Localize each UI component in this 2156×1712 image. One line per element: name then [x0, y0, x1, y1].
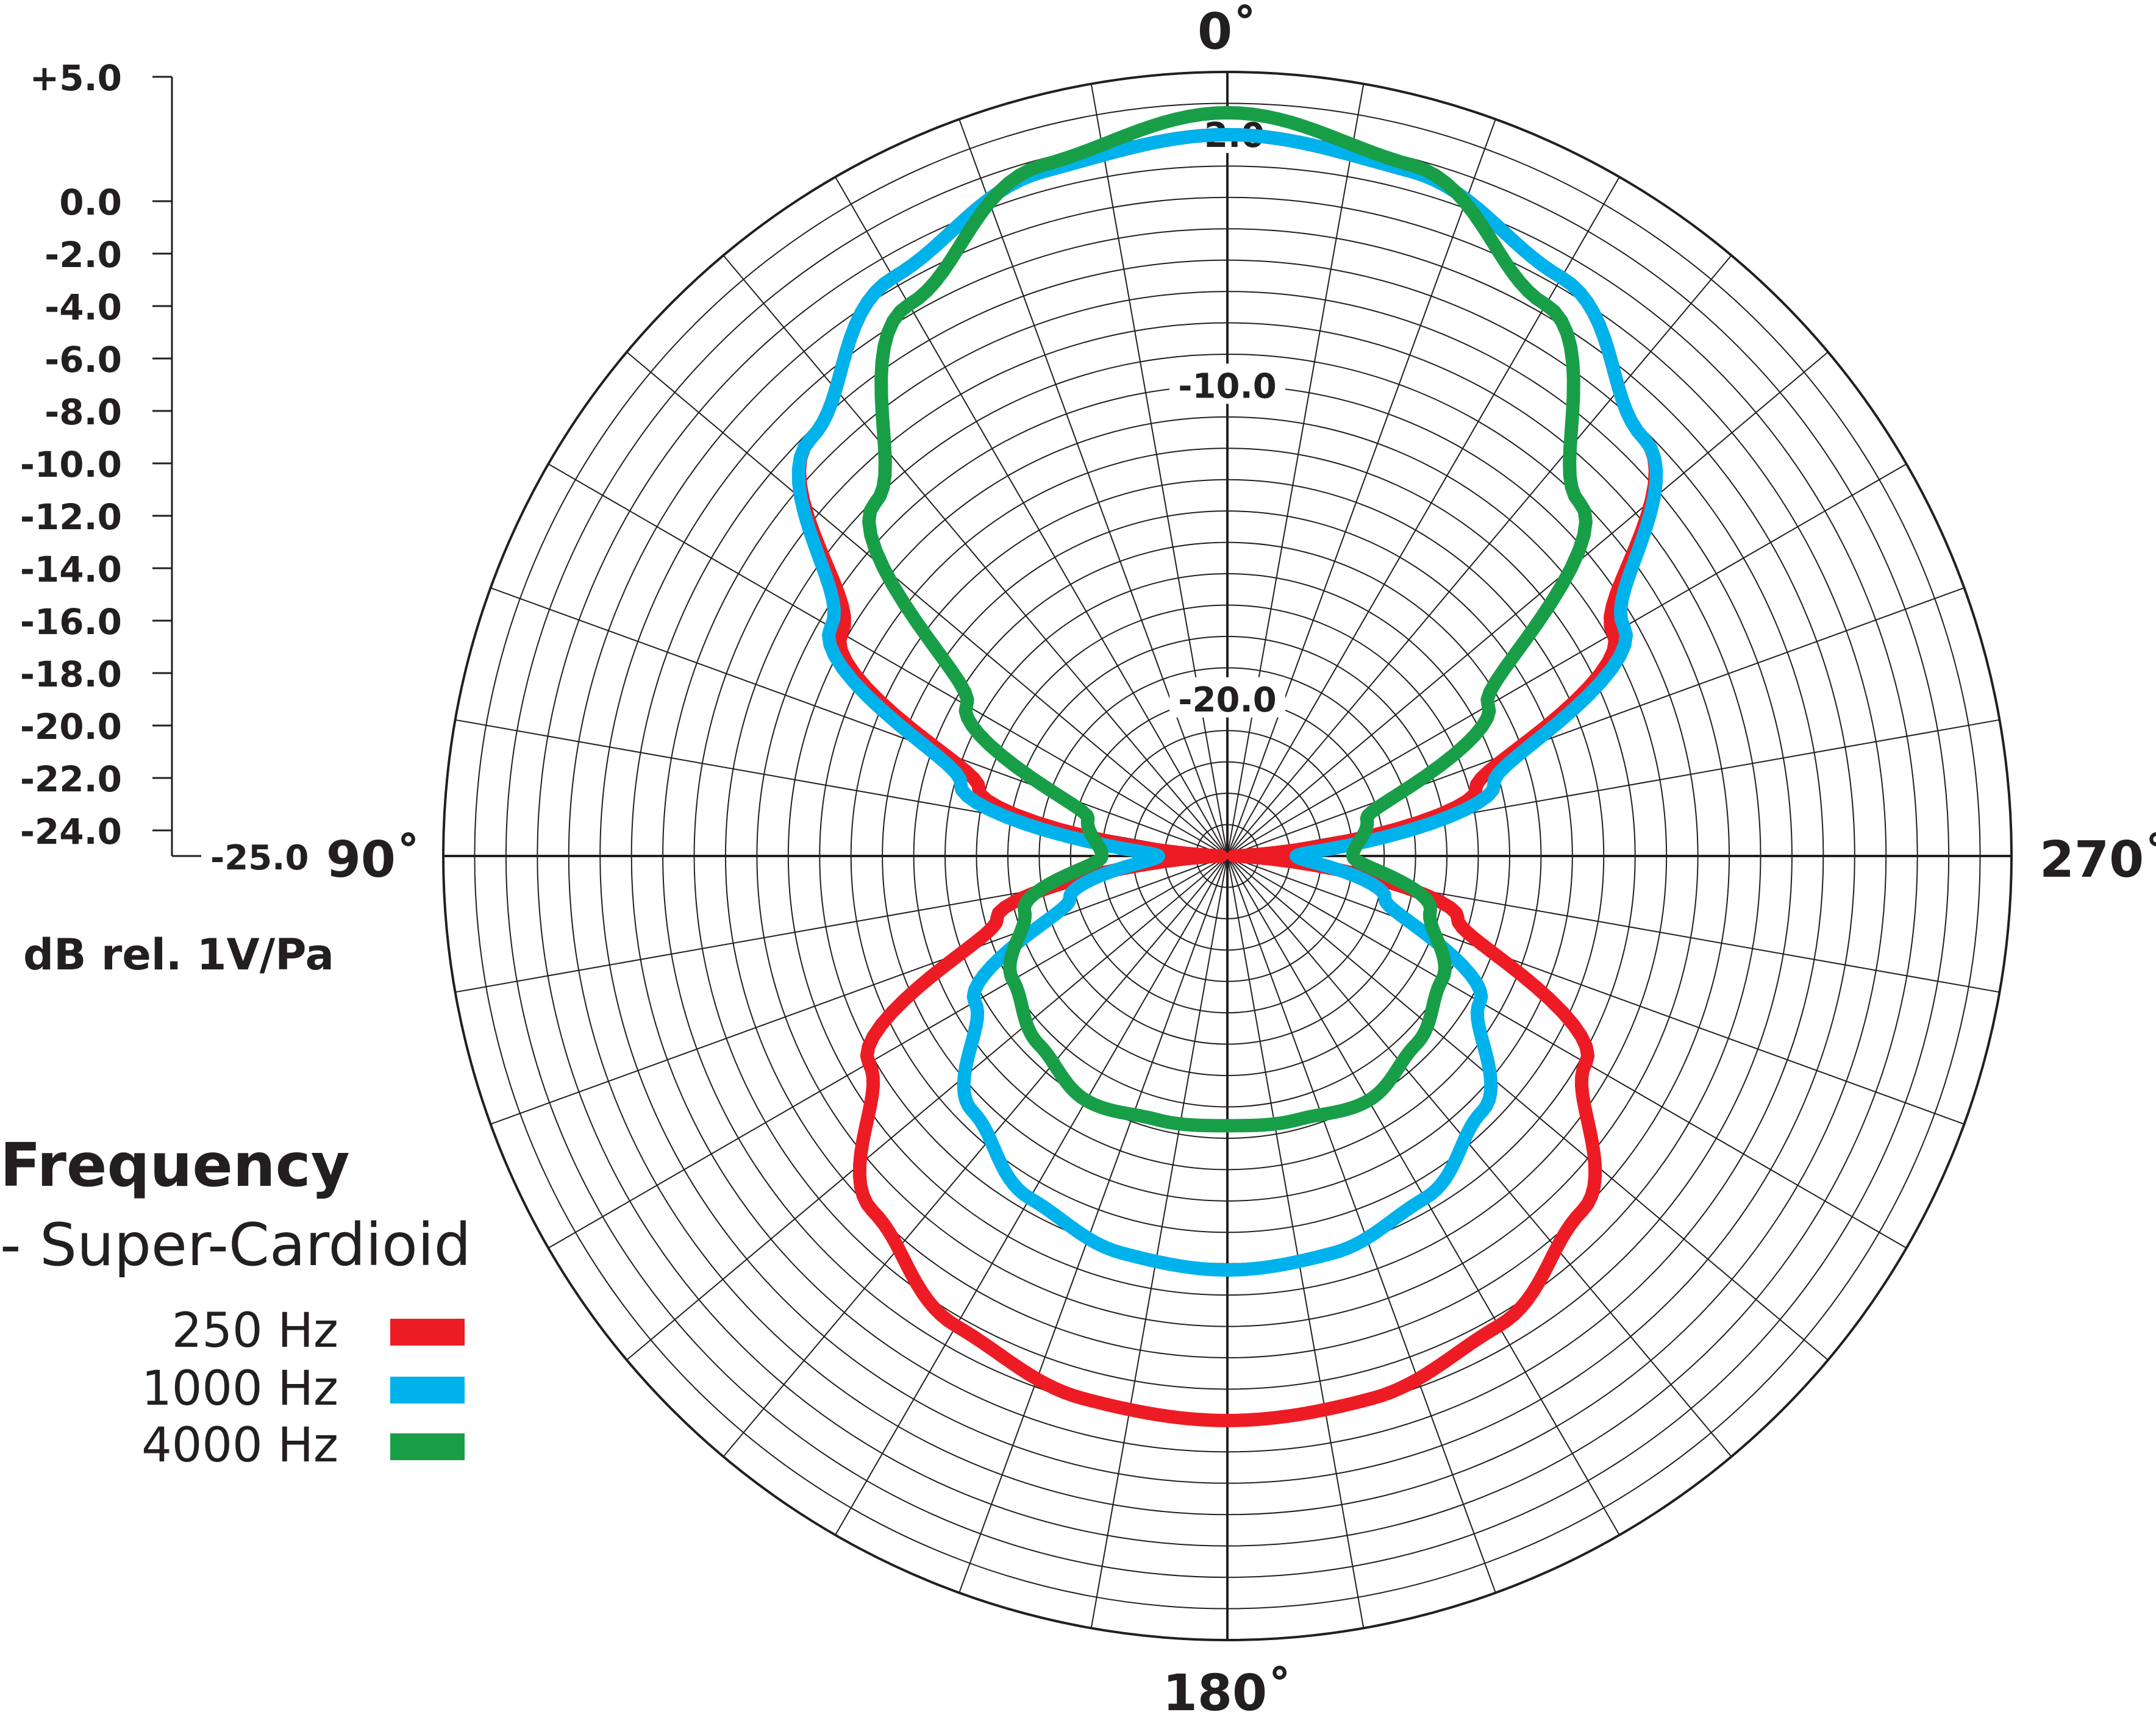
- grid-spoke: [1227, 587, 1965, 857]
- ring-label: -20.0: [1178, 680, 1276, 720]
- scale-tick-label: +5.0: [30, 57, 122, 99]
- chart-subtitle: - Super-Cardioid: [0, 1211, 471, 1279]
- scale-tick-label: -8.0: [45, 391, 122, 433]
- grid-spoke: [490, 587, 1228, 857]
- scale-tick-label: -6.0: [45, 339, 122, 380]
- angle-label-270: 270˚: [2040, 831, 2156, 889]
- grid-spoke: [1227, 119, 1496, 857]
- series-curves: [791, 105, 1663, 1427]
- grid-spoke: [958, 119, 1228, 857]
- legend-label: 250 Hz: [172, 1304, 338, 1358]
- series-curve-4000-hz: [862, 105, 1593, 1133]
- ring-label: -10.0: [1178, 366, 1276, 406]
- grid-spoke: [1227, 176, 1620, 857]
- db-scale: +5.0 0.0 -2.0 -4.0 -6.0 -8.0 -10.0 -12.0 -14.0 -1…: [20, 57, 309, 878]
- angle-label-180: 180˚: [1163, 1664, 1292, 1712]
- legend-swatch: [390, 1377, 465, 1403]
- grid-spoke: [1090, 84, 1228, 857]
- grid-spoke: [1227, 855, 1965, 1125]
- ring-label-bg: [1169, 363, 1285, 404]
- legend-swatch: [390, 1433, 465, 1460]
- grid-spoke: [1227, 255, 1732, 857]
- angle-label-90: 90˚: [326, 831, 421, 889]
- polar-grid: -2.0-10.0-20.0: [442, 71, 2013, 1641]
- grid-spoke: [548, 855, 1228, 1249]
- grid-spoke: [1227, 855, 1732, 1457]
- series-curve-250-hz: [793, 127, 1662, 1427]
- grid-spoke: [1227, 855, 1829, 1361]
- chart-labels: 0˚ 90˚ 180˚ 270˚ dB rel. 1V/Pa Frequency…: [0, 3, 2156, 1712]
- scale-tick-label: -22.0: [20, 758, 122, 800]
- legend-label: 4000 Hz: [141, 1418, 338, 1473]
- legend-label: 1000 Hz: [141, 1361, 338, 1416]
- grid-spoke: [1090, 855, 1228, 1628]
- scale-tick-label: -12.0: [20, 496, 122, 538]
- scale-tick-label: -10.0: [20, 444, 122, 485]
- grid-spoke: [1227, 855, 1365, 1628]
- chart-title: Frequency: [0, 1131, 350, 1200]
- angle-label-0: 0˚: [1198, 3, 1257, 61]
- scale-tick-label: -4.0: [45, 287, 122, 328]
- legend-swatch: [390, 1319, 465, 1346]
- grid-spoke: [548, 463, 1228, 857]
- grid-spoke: [1227, 351, 1829, 857]
- scale-tick-label: -2.0: [45, 234, 122, 276]
- scale-tick-label: -20.0: [20, 706, 122, 747]
- grid-spoke: [490, 855, 1228, 1125]
- grid-spoke: [1227, 84, 1365, 857]
- scale-tick-label: -16.0: [20, 601, 122, 643]
- scale-tick-label: -25.0: [210, 838, 309, 878]
- ring-label-bg: [1169, 677, 1285, 718]
- grid-spoke: [958, 855, 1228, 1593]
- series-curve-1000-hz: [791, 127, 1663, 1277]
- ylabel: dB rel. 1V/Pa: [23, 930, 334, 980]
- grid-spoke: [626, 351, 1228, 857]
- grid-spoke: [723, 255, 1228, 857]
- grid-spoke: [1227, 855, 1496, 1593]
- grid-spoke: [723, 855, 1228, 1457]
- grid-spoke: [1227, 855, 1907, 1249]
- grid-spoke: [835, 176, 1228, 857]
- scale-tick-label: -18.0: [20, 654, 122, 695]
- scale-tick-label: 0.0: [59, 182, 122, 223]
- grid-spoke: [1227, 463, 1907, 857]
- scale-tick-label: -24.0: [20, 811, 122, 852]
- scale-tick-label: -14.0: [20, 549, 122, 590]
- grid-spoke: [626, 855, 1228, 1361]
